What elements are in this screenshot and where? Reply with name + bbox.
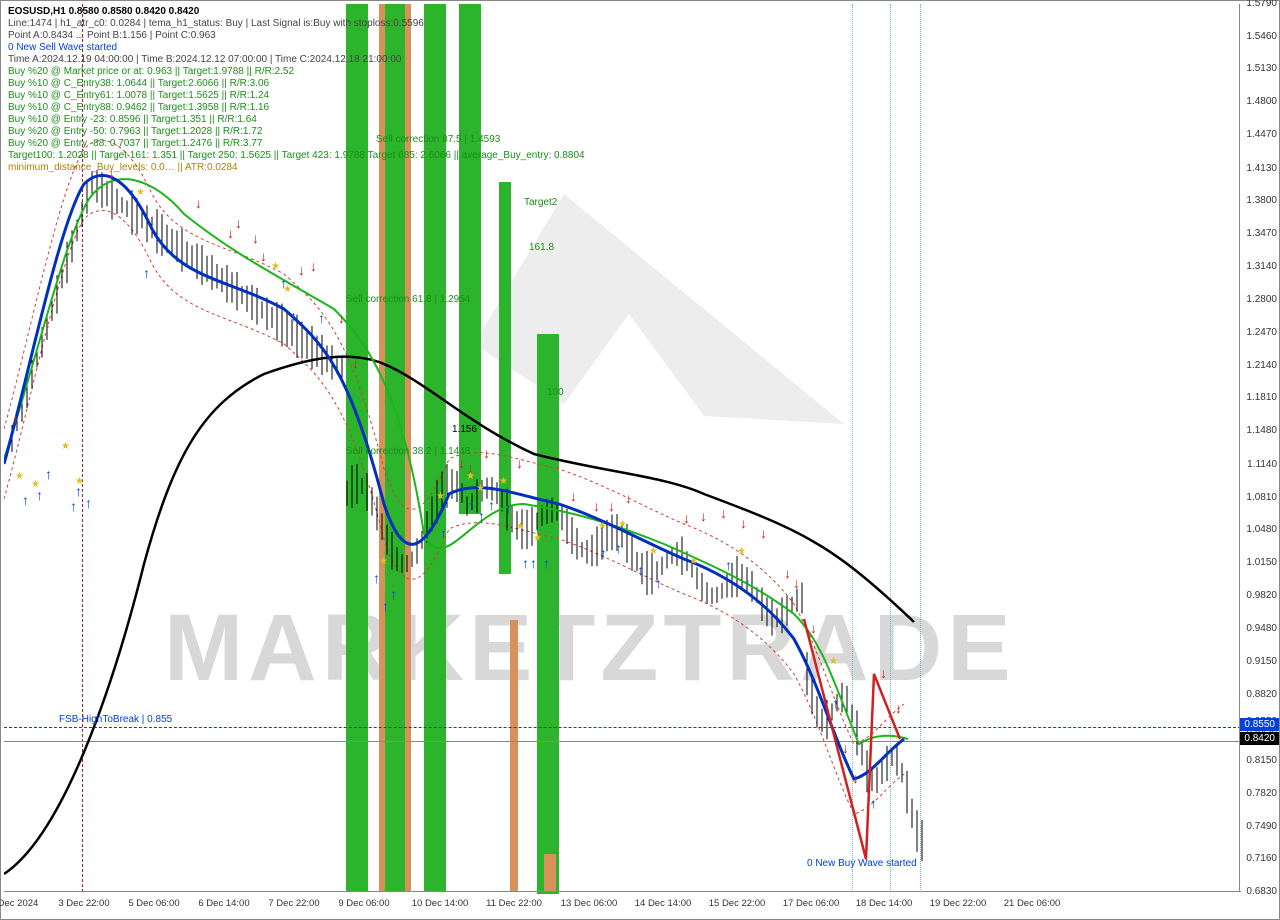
xtick-label: 17 Dec 06:00 xyxy=(783,898,840,909)
annot-161: 161.8 xyxy=(529,242,554,253)
ytick-label: 1.4470 xyxy=(1246,129,1277,140)
ytick-label: 0.7820 xyxy=(1246,788,1277,799)
chart-container: MARKETZTRADE ↑↑↑↑↑↑↑↑↑ xyxy=(0,0,1280,920)
ytick-label: 1.4800 xyxy=(1246,96,1277,107)
ytick-label: 0.7160 xyxy=(1246,853,1277,864)
xtick-label: 15 Dec 22:00 xyxy=(709,898,766,909)
ytick-label: 1.4130 xyxy=(1246,163,1277,174)
xtick-label: 18 Dec 14:00 xyxy=(856,898,913,909)
symbol-header: EOSUSD,H1 0.8580 0.8580 0.8420 0.8420 xyxy=(8,6,199,17)
ytick-label: 0.9150 xyxy=(1246,656,1277,667)
xtick-label: 5 Dec 06:00 xyxy=(128,898,179,909)
ytick-label: 1.1810 xyxy=(1246,392,1277,403)
xtick-label: 9 Dec 06:00 xyxy=(338,898,389,909)
ytick-label: 1.5460 xyxy=(1246,31,1277,42)
xtick-label: 19 Dec 22:00 xyxy=(930,898,987,909)
annot-target2: Target2 xyxy=(524,197,557,208)
ytick-label: 1.1480 xyxy=(1246,425,1277,436)
annot-sell61: Sell correction 61.8 | 1.2954 xyxy=(346,294,470,305)
annot-fsb: FSB-HighToBreak | 0.855 xyxy=(59,714,172,725)
ytick-label: 1.3140 xyxy=(1246,261,1277,272)
annot-sell38: Sell correction 38.2 | 1.1448 xyxy=(346,446,470,457)
ytick-label: 1.0480 xyxy=(1246,524,1277,535)
ytick-label: 0.8820 xyxy=(1246,689,1277,700)
xtick-label: 7 Dec 22:00 xyxy=(268,898,319,909)
chart-area[interactable]: MARKETZTRADE ↑↑↑↑↑↑↑↑↑ xyxy=(4,4,1241,892)
ytick-label: 1.2470 xyxy=(1246,327,1277,338)
xtick-label: 6 Dec 14:00 xyxy=(198,898,249,909)
annot-buywave: 0 New Buy Wave started xyxy=(807,858,917,869)
xtick-label: 2 Dec 2024 xyxy=(0,898,38,909)
ytick-label: 1.0810 xyxy=(1246,492,1277,503)
annot-1156: 1.156 xyxy=(452,424,477,435)
y-axis: 1.57901.54601.51301.48001.44701.41301.38… xyxy=(1239,4,1279,892)
price-badge-0842: 0.8420 xyxy=(1240,732,1279,745)
xtick-label: 10 Dec 14:00 xyxy=(412,898,469,909)
ytick-label: 1.2140 xyxy=(1246,360,1277,371)
xtick-label: 3 Dec 22:00 xyxy=(58,898,109,909)
xtick-label: 11 Dec 22:00 xyxy=(486,898,542,909)
xtick-label: 14 Dec 14:00 xyxy=(635,898,692,909)
ytick-label: 1.3800 xyxy=(1246,195,1277,206)
ytick-label: 0.9820 xyxy=(1246,590,1277,601)
annot-sell87: Sell correction 87.5 | 1.4593 xyxy=(376,134,500,145)
x-axis: 2 Dec 20243 Dec 22:005 Dec 06:006 Dec 14… xyxy=(4,891,1241,919)
xtick-label: 13 Dec 06:00 xyxy=(561,898,618,909)
ytick-label: 0.8150 xyxy=(1246,755,1277,766)
ytick-label: 1.5130 xyxy=(1246,63,1277,74)
price-badge-0855: 0.8550 xyxy=(1240,718,1279,731)
ytick-label: 1.5790 xyxy=(1246,0,1277,9)
annot-100: 100 xyxy=(547,387,564,398)
ytick-label: 0.7490 xyxy=(1246,821,1277,832)
ytick-label: 1.3470 xyxy=(1246,228,1277,239)
ytick-label: 1.1140 xyxy=(1247,459,1277,470)
ytick-label: 0.6830 xyxy=(1246,886,1277,897)
ytick-label: 1.0150 xyxy=(1246,557,1277,568)
ytick-label: 0.9480 xyxy=(1246,623,1277,634)
xtick-label: 21 Dec 06:00 xyxy=(1004,898,1061,909)
ytick-label: 1.2800 xyxy=(1246,294,1277,305)
